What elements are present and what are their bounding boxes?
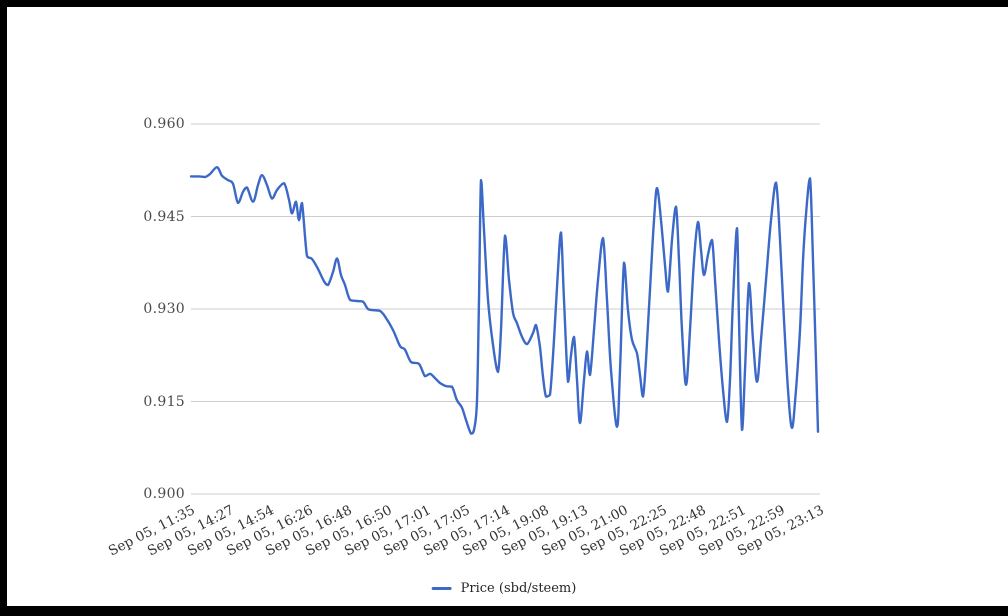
screenshot-frame: 0.960 0.945 0.930 0.915 0.900 Sep 05, 11:35 S… — [7, 7, 1008, 606]
legend-line-swatch — [431, 587, 452, 590]
legend: Price (sbd/steem) — [431, 581, 577, 596]
plot-area — [189, 123, 820, 495]
y-axis-tick-label: 0.945 — [143, 208, 185, 225]
y-axis-tick-label: 0.960 — [143, 116, 185, 132]
y-axis-tick-label: 0.930 — [143, 301, 185, 317]
y-axis-tick-label: 0.900 — [143, 486, 185, 502]
chart-page: 0.960 0.945 0.930 0.915 0.900 Sep 05, 11:35 S… — [7, 7, 1008, 606]
price-line-series — [189, 166, 820, 435]
legend-label: Price (sbd/steem) — [460, 581, 577, 596]
y-axis-tick-label: 0.915 — [143, 393, 185, 410]
